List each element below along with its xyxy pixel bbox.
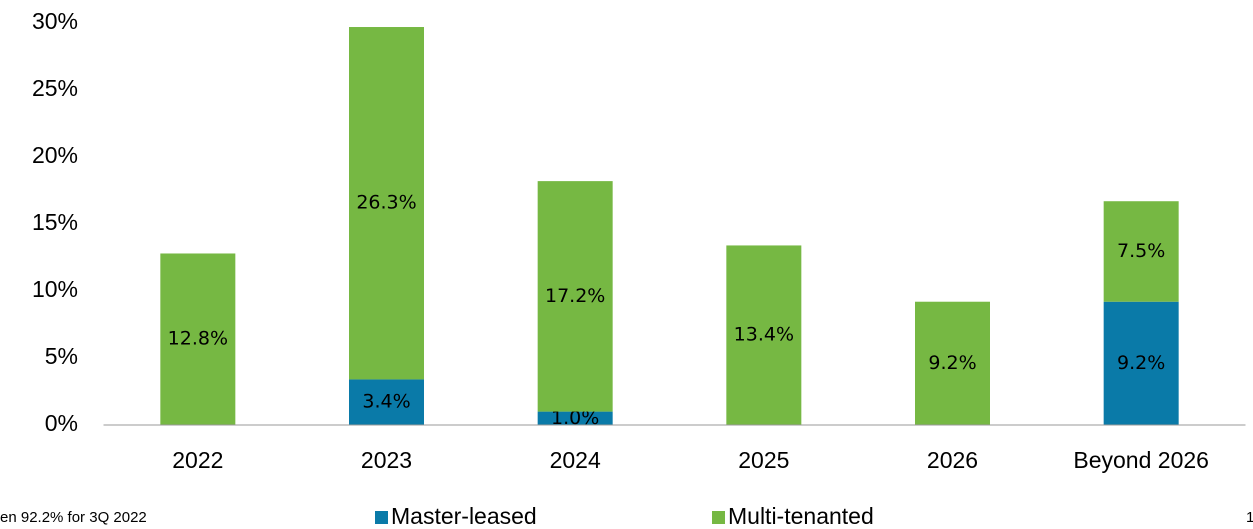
bar-segment: [349, 27, 424, 380]
legend-swatch: [375, 511, 388, 524]
x-tick-label: 2025: [738, 447, 789, 473]
x-tick-label: Beyond 2026: [1073, 447, 1209, 473]
data-label: 13.4%: [734, 324, 794, 346]
x-tick-label: 2026: [927, 447, 978, 473]
x-tick-label: 2022: [172, 447, 223, 473]
bar-segment: [349, 379, 424, 425]
data-label: 9.2%: [1117, 352, 1165, 374]
bar-segment: [160, 253, 236, 425]
y-tick-label: 15%: [32, 209, 78, 235]
x-tick-label: 2024: [550, 447, 601, 473]
y-tick-label: 0%: [45, 410, 78, 436]
page-number: 1: [1246, 509, 1253, 526]
legend-swatch: [712, 511, 725, 524]
bar-segment: [1103, 201, 1179, 302]
y-tick-label: 30%: [32, 8, 78, 34]
legend-label: Master-leased: [391, 503, 537, 529]
y-tick-label: 20%: [32, 142, 78, 168]
y-tick-label: 5%: [45, 343, 78, 369]
data-label: 17.2%: [545, 285, 605, 307]
data-label: 26.3%: [356, 192, 416, 214]
data-label: 7.5%: [1117, 240, 1165, 262]
legend-label: Multi-tenanted: [728, 503, 874, 529]
data-label: 12.8%: [168, 328, 228, 350]
bar-segment: [537, 411, 613, 425]
bar-segment: [726, 245, 802, 425]
bar-segment: [537, 181, 613, 412]
y-tick-label: 10%: [32, 276, 78, 302]
bar-segment: [915, 301, 990, 425]
data-label: 1.0%: [551, 407, 599, 429]
bar-segment: [1103, 301, 1179, 425]
data-label: 3.4%: [362, 391, 410, 413]
data-label: 9.2%: [928, 352, 976, 374]
footnote: en 92.2% for 3Q 2022: [0, 509, 147, 526]
x-tick-label: 2023: [361, 447, 412, 473]
y-tick-label: 25%: [32, 75, 78, 101]
